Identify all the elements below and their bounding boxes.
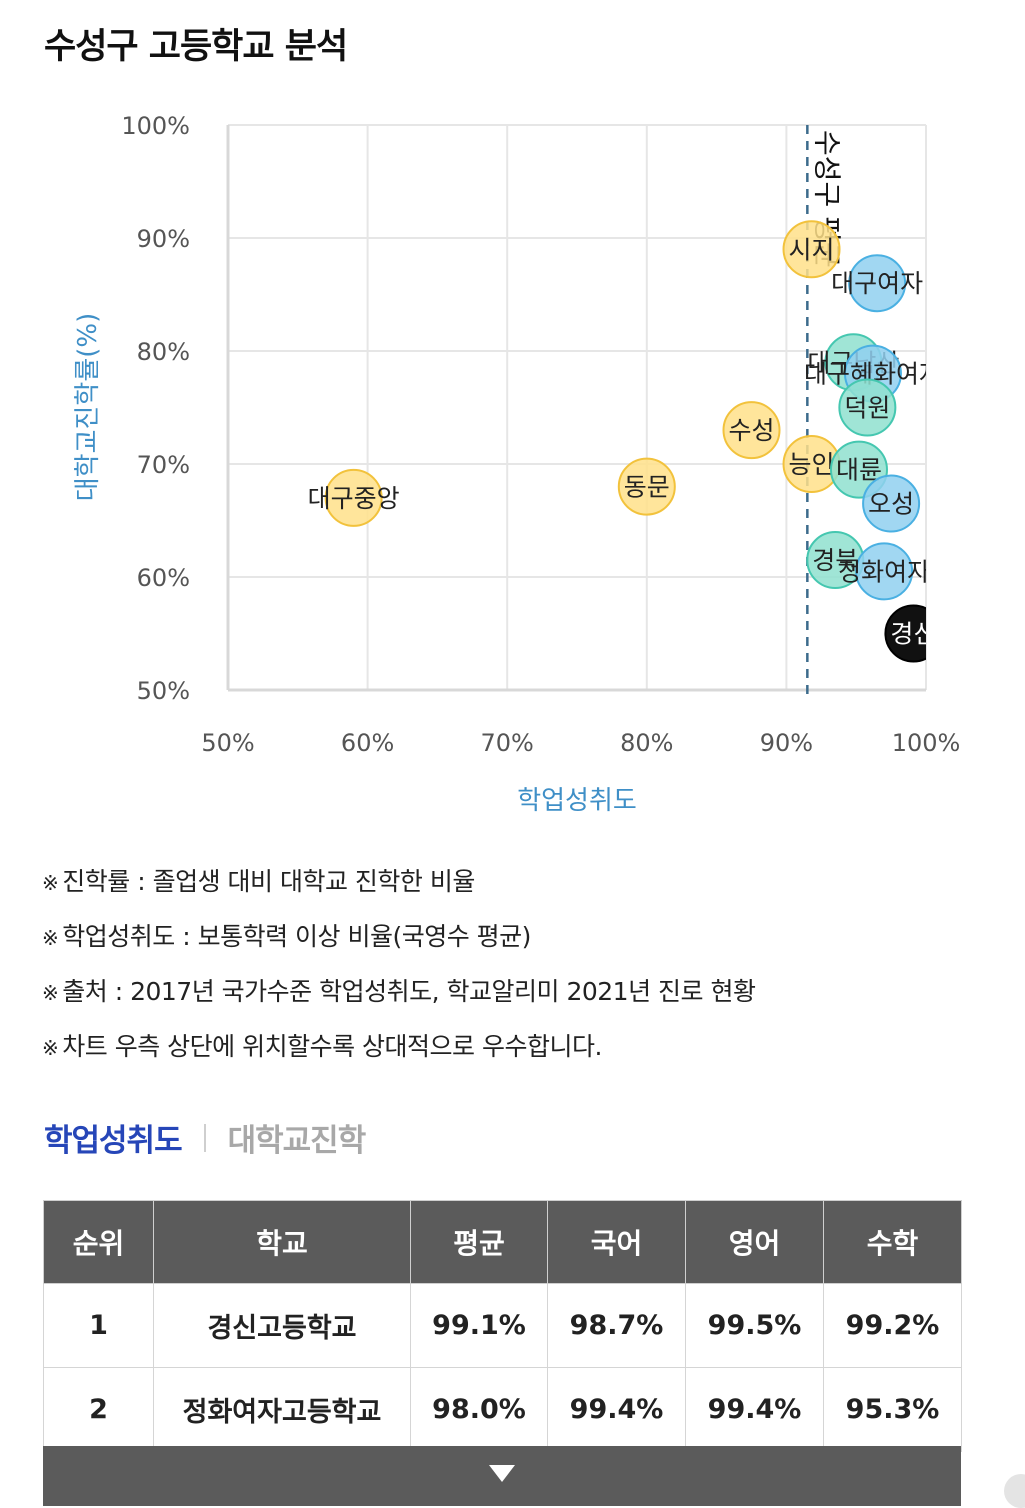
table-header-row: 순위 학교 평균 국어 영어 수학 xyxy=(43,1200,962,1284)
data-point-label: 동문 xyxy=(624,473,670,502)
data-point-label: 수성 xyxy=(728,416,774,445)
cell-rank: 2 xyxy=(43,1367,154,1452)
cell-korean: 99.4% xyxy=(547,1367,686,1452)
header-math: 수학 xyxy=(823,1200,962,1284)
x-tick-label: 50% xyxy=(201,729,254,757)
data-point-label: 정화여자 xyxy=(838,557,930,586)
data-point[interactable] xyxy=(782,220,841,279)
note-mark: ※ xyxy=(42,1036,59,1060)
y-tick-label: 50% xyxy=(137,677,190,705)
tab-academic-achievement[interactable]: 학업성취도 xyxy=(44,1123,183,1159)
header-rank: 순위 xyxy=(43,1200,154,1284)
y-tick-label: 100% xyxy=(121,112,190,140)
data-point[interactable] xyxy=(848,254,907,313)
cell-school: 정화여자고등학교 xyxy=(153,1367,411,1452)
chevron-down-icon xyxy=(489,1465,515,1482)
cell-english: 99.4% xyxy=(685,1367,824,1452)
notes: ※ 진학률 : 졸업생 대비 대학교 진학한 비율 ※ 학업성취도 : 보통학력 이… xyxy=(42,862,756,1082)
data-point[interactable] xyxy=(884,604,941,663)
cell-school: 경신고등학교 xyxy=(153,1283,411,1368)
note-text: 학업성취도 : 보통학력 이상 비율(국영수 평균) xyxy=(62,922,531,951)
x-tick-label: 60% xyxy=(341,729,394,757)
ranking-table: 순위 학교 평균 국어 영어 수학 1 경신고등학교 99.1% 98.7% 9… xyxy=(43,1200,962,1452)
scroll-top-button[interactable] xyxy=(1004,1474,1025,1508)
header-english: 영어 xyxy=(685,1200,824,1284)
data-point[interactable] xyxy=(722,401,781,460)
note-text: 진학률 : 졸업생 대비 대학교 진학한 비율 xyxy=(62,867,475,896)
data-point-label: 경북 xyxy=(812,546,858,575)
tab-university-entry[interactable]: 대학교진학 xyxy=(227,1123,367,1159)
data-point[interactable] xyxy=(324,468,383,527)
y-tick-label: 80% xyxy=(137,338,190,366)
scatter-chart: 100% 90% 80% 70% 60% 50% 50% 60% 70% 80% 90% 100% 학업… xyxy=(73,112,961,816)
cell-korean: 98.7% xyxy=(547,1283,686,1368)
x-tick-label: 70% xyxy=(481,729,534,757)
data-point-label: 대구여자 xyxy=(831,269,923,298)
data-point-label: 덕원 xyxy=(844,394,890,423)
y-axis-title: 대학교진학률(%) xyxy=(73,313,103,502)
note-mark: ※ xyxy=(42,926,59,950)
header-school: 학교 xyxy=(153,1200,411,1284)
note-item: ※ 차트 우측 상단에 위치할수록 상대적으로 우수합니다. xyxy=(42,1027,755,1082)
data-point-label: 능인 xyxy=(789,450,835,479)
note-mark: ※ xyxy=(42,871,59,895)
data-point-label: 경신 xyxy=(890,620,936,649)
x-tick-label: 90% xyxy=(760,729,813,757)
note-item: ※ 출처 : 2017년 국가수준 학업성취도, 학교알리미 2021년 진로 현… xyxy=(42,972,756,1027)
x-axis-title: 학업성취도 xyxy=(517,786,637,816)
data-point[interactable] xyxy=(838,378,897,437)
cell-math: 99.2% xyxy=(823,1283,962,1368)
header-average: 평균 xyxy=(410,1200,548,1284)
scatter-points: 시지대구여자대구남산대구혜화여자덕원수성능인대륜오성동문대구중앙경북정화여자경신 xyxy=(308,220,941,663)
cell-math: 95.3% xyxy=(823,1367,962,1452)
data-point-label: 대륜 xyxy=(836,456,882,485)
data-point-label: 대구중앙 xyxy=(308,484,400,513)
note-text: 차트 우측 상단에 위치할수록 상대적으로 우수합니다. xyxy=(62,1032,602,1061)
y-tick-label: 90% xyxy=(137,225,190,253)
cell-english: 99.5% xyxy=(685,1283,824,1368)
note-item: ※ 학업성취도 : 보통학력 이상 비율(국영수 평균) xyxy=(42,917,755,972)
cell-average: 98.0% xyxy=(410,1367,548,1452)
ranking-tabs: 학업성취도 대학교진학 xyxy=(44,1115,367,1160)
expand-table-button[interactable] xyxy=(43,1446,961,1506)
tab-divider xyxy=(203,1123,206,1152)
page-title: 수성구 고등학교 분석 xyxy=(44,27,348,67)
y-tick-label: 60% xyxy=(137,564,190,592)
note-item: ※ 진학률 : 졸업생 대비 대학교 진학한 비율 xyxy=(42,862,755,917)
note-mark: ※ xyxy=(42,981,59,1005)
table-row: 2 정화여자고등학교 98.0% 99.4% 99.4% 95.3% xyxy=(43,1367,962,1452)
table-row: 1 경신고등학교 99.1% 98.7% 99.5% 99.2% xyxy=(43,1283,962,1368)
cell-average: 99.1% xyxy=(410,1283,548,1368)
note-text: 출처 : 2017년 국가수준 학업성취도, 학교알리미 2021년 진로 현황 xyxy=(62,977,756,1006)
data-point[interactable] xyxy=(855,542,914,601)
data-point-label: 시지 xyxy=(789,235,835,264)
x-tick-label: 100% xyxy=(892,729,961,757)
data-point-label: 오성 xyxy=(868,490,914,519)
x-tick-label: 80% xyxy=(620,729,673,757)
data-point[interactable] xyxy=(617,457,676,516)
header-korean: 국어 xyxy=(547,1200,686,1284)
y-tick-label: 70% xyxy=(137,451,190,479)
cell-rank: 1 xyxy=(43,1283,154,1368)
data-point[interactable] xyxy=(862,474,921,533)
